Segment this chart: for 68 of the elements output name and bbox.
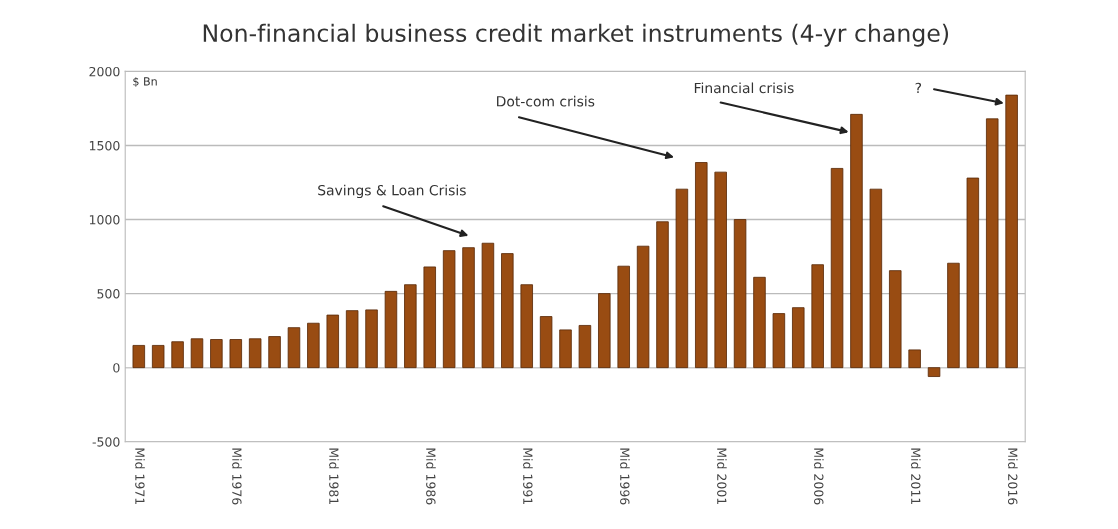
x-tick-label: Mid 2011 [911, 448, 921, 505]
y-axis-title: $ Bn [133, 76, 157, 88]
x-tick-label: Mid 1996 [620, 448, 630, 505]
bar [908, 349, 921, 369]
bar [578, 325, 592, 369]
y-tick-label: 1500 [89, 140, 120, 151]
y-tick-label: 1000 [89, 215, 120, 225]
bar [714, 171, 727, 369]
bar [889, 270, 902, 369]
bar [559, 329, 572, 369]
bar [248, 338, 262, 369]
bar [947, 262, 960, 369]
bar [423, 266, 436, 369]
bar [326, 314, 339, 369]
y-tick-label: -500 [92, 437, 120, 447]
bar [345, 310, 359, 369]
x-tick-label: Mid 1986 [426, 448, 436, 505]
x-tick-label: Mid 1971 [135, 448, 145, 505]
bar [1005, 94, 1018, 369]
bar [656, 221, 669, 369]
bar [442, 250, 456, 369]
bar [733, 219, 747, 369]
bar [830, 168, 844, 369]
bar [695, 162, 708, 369]
bar [384, 290, 398, 369]
x-tick-label: Mid 2001 [717, 448, 727, 505]
bar [229, 339, 243, 369]
bar [792, 307, 805, 369]
y-tick-label: 2000 [89, 66, 120, 77]
bar [520, 284, 533, 369]
y-tick-label: 500 [97, 289, 120, 299]
bar [966, 177, 980, 369]
annotation: Savings & Loan Crisis [318, 184, 466, 199]
annotation: Dot-com crisis [497, 95, 595, 107]
bar [171, 341, 184, 369]
bar [753, 276, 766, 369]
x-tick-label: Mid 2006 [814, 448, 824, 505]
bar [404, 284, 417, 369]
x-tick-label: Mid 1976 [232, 448, 242, 505]
bar [675, 188, 689, 369]
x-tick-label: Mid 2016 [1008, 448, 1018, 505]
annotation: Financial crisis [694, 82, 794, 94]
bar [268, 336, 281, 369]
bar [462, 247, 475, 369]
bar [772, 313, 786, 369]
y-tick-label: 0 [113, 363, 120, 373]
x-tick-label: Mid 1981 [329, 448, 339, 505]
bar [365, 309, 378, 369]
chart-title: Non-financial business credit market instruments (4-yr change) [203, 23, 949, 47]
annotation: ? [915, 82, 922, 94]
bar [811, 264, 824, 369]
bar [985, 118, 999, 369]
bar [598, 293, 611, 369]
bar [481, 242, 495, 369]
bar [151, 345, 165, 369]
bar [636, 245, 650, 369]
bar [850, 113, 863, 369]
bar [210, 339, 223, 369]
bar [287, 327, 301, 369]
bar [617, 265, 630, 369]
bar [307, 322, 320, 369]
bar [501, 253, 514, 369]
bar [539, 316, 553, 369]
bar [190, 338, 204, 369]
bar [132, 345, 146, 369]
bar [869, 188, 883, 369]
x-tick-label: Mid 1991 [523, 448, 533, 505]
bar [927, 367, 941, 377]
